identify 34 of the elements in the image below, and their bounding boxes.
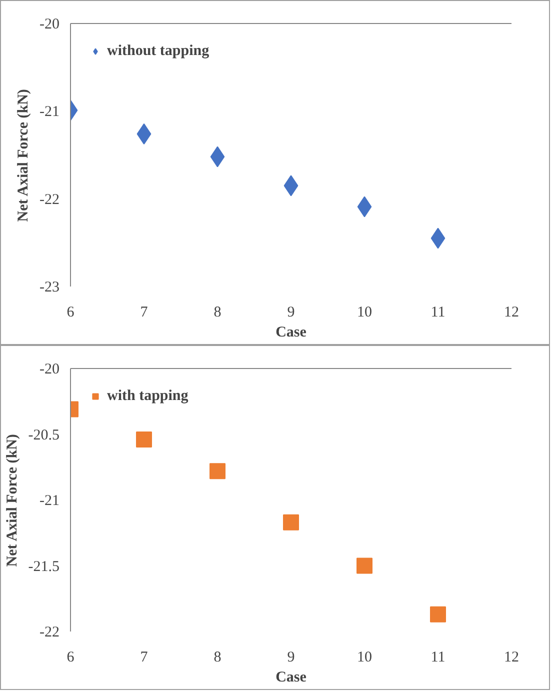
- x-tick-label: 6: [66, 304, 75, 320]
- y-tick-label: -21: [40, 493, 60, 509]
- x-tick-label: 8: [214, 304, 222, 320]
- y-tick-label: -21: [40, 104, 60, 120]
- y-tick-label: -23: [40, 280, 60, 296]
- y-tick-label: -22: [40, 624, 60, 640]
- x-axis-title: Case: [276, 324, 307, 340]
- x-tick-label: 11: [430, 304, 446, 320]
- point: [356, 558, 372, 574]
- point: [136, 432, 152, 448]
- y-tick-label: -20.5: [28, 427, 60, 444]
- y-axis-title: Net Axial Force (kN): [4, 434, 20, 567]
- x-tick-label: 10: [357, 650, 372, 666]
- legend-label: with tapping: [107, 388, 188, 404]
- y-tick-label: -22: [40, 192, 60, 208]
- x-tick-label: 7: [140, 650, 148, 666]
- point: [430, 606, 446, 622]
- x-axis-title: Case: [276, 670, 307, 686]
- x-tick-label: 9: [287, 304, 295, 320]
- x-tick-label: 12: [504, 650, 519, 666]
- legend-label: without tapping: [107, 42, 210, 60]
- y-tick-label: -20: [40, 16, 60, 32]
- x-tick-label: 7: [140, 304, 148, 320]
- x-tick-label: 12: [504, 304, 519, 320]
- point: [210, 463, 226, 480]
- x-tick-label: 11: [430, 650, 446, 666]
- y-tick-label: -21.5: [28, 558, 60, 575]
- x-tick-label: 8: [214, 650, 222, 666]
- y-tick-label: -20: [40, 362, 60, 378]
- x-tick-label: 6: [66, 650, 75, 666]
- x-tick-label: 9: [287, 650, 295, 666]
- x-tick-label: 10: [357, 304, 372, 320]
- point: [283, 514, 299, 530]
- y-axis-title: Net Axial Force (kN): [16, 89, 32, 222]
